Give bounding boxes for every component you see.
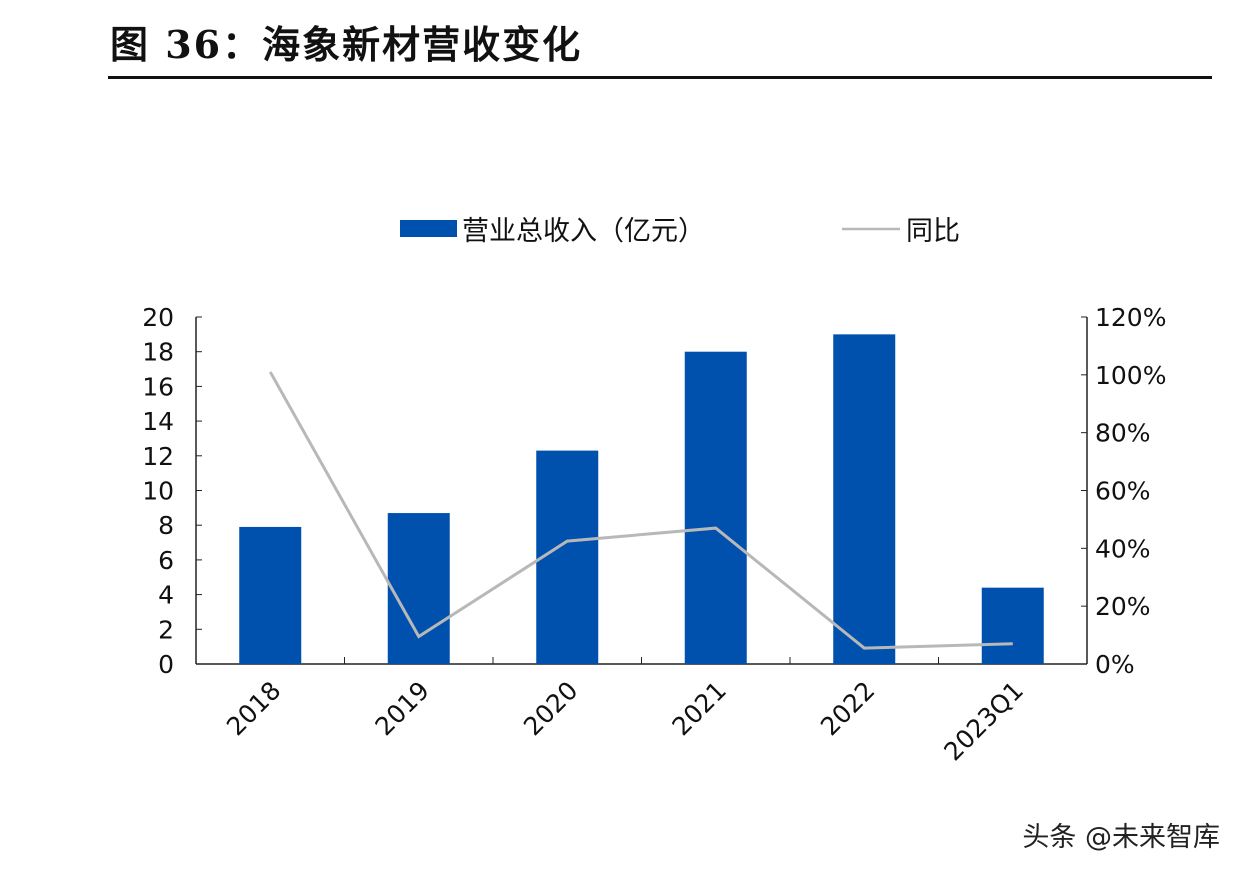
watermark: 头条 @未来智库 bbox=[1022, 822, 1220, 853]
left-tick-label: 18 bbox=[142, 338, 174, 367]
bar-2018 bbox=[239, 526, 302, 664]
bar-2023Q1 bbox=[981, 587, 1044, 664]
left-tick-label: 16 bbox=[142, 372, 174, 401]
left-tick-label: 12 bbox=[142, 442, 174, 471]
right-tick-label: 0% bbox=[1095, 650, 1135, 679]
legend-swatch-revenue bbox=[400, 220, 457, 237]
x-tick-label: 2019 bbox=[369, 676, 434, 741]
left-tick-label: 20 bbox=[142, 303, 174, 332]
bar-2019 bbox=[387, 513, 450, 664]
right-tick-label: 100% bbox=[1095, 361, 1166, 390]
x-tick-label: 2020 bbox=[518, 676, 583, 741]
bar-2020 bbox=[536, 450, 599, 664]
left-tick-label: 10 bbox=[142, 477, 174, 506]
x-tick-label: 2021 bbox=[666, 676, 731, 741]
left-tick-label: 2 bbox=[158, 615, 174, 644]
left-tick-label: 14 bbox=[142, 407, 174, 436]
legend-label-yoy: 同比 bbox=[906, 216, 960, 247]
bar-2022 bbox=[833, 334, 896, 664]
right-tick-label: 80% bbox=[1095, 419, 1151, 448]
left-tick-label: 4 bbox=[158, 581, 174, 610]
legend-label-revenue: 营业总收入（亿元） bbox=[462, 216, 705, 247]
x-tick-label: 2022 bbox=[815, 676, 880, 741]
title-rule bbox=[108, 76, 1212, 79]
yoy-line bbox=[268, 371, 1013, 650]
left-tick-label: 0 bbox=[158, 650, 174, 679]
figure-title: 图 36：海象新材营收变化 bbox=[110, 22, 583, 67]
x-tick-label: 2023Q1 bbox=[938, 676, 1029, 767]
right-tick-label: 40% bbox=[1095, 534, 1151, 563]
right-tick-label: 20% bbox=[1095, 592, 1151, 621]
left-tick-label: 6 bbox=[158, 546, 174, 575]
right-tick-label: 120% bbox=[1095, 303, 1166, 332]
x-tick-label: 2018 bbox=[221, 676, 286, 741]
right-tick-label: 60% bbox=[1095, 477, 1151, 506]
bar-2021 bbox=[684, 351, 747, 664]
left-tick-label: 8 bbox=[158, 511, 174, 540]
